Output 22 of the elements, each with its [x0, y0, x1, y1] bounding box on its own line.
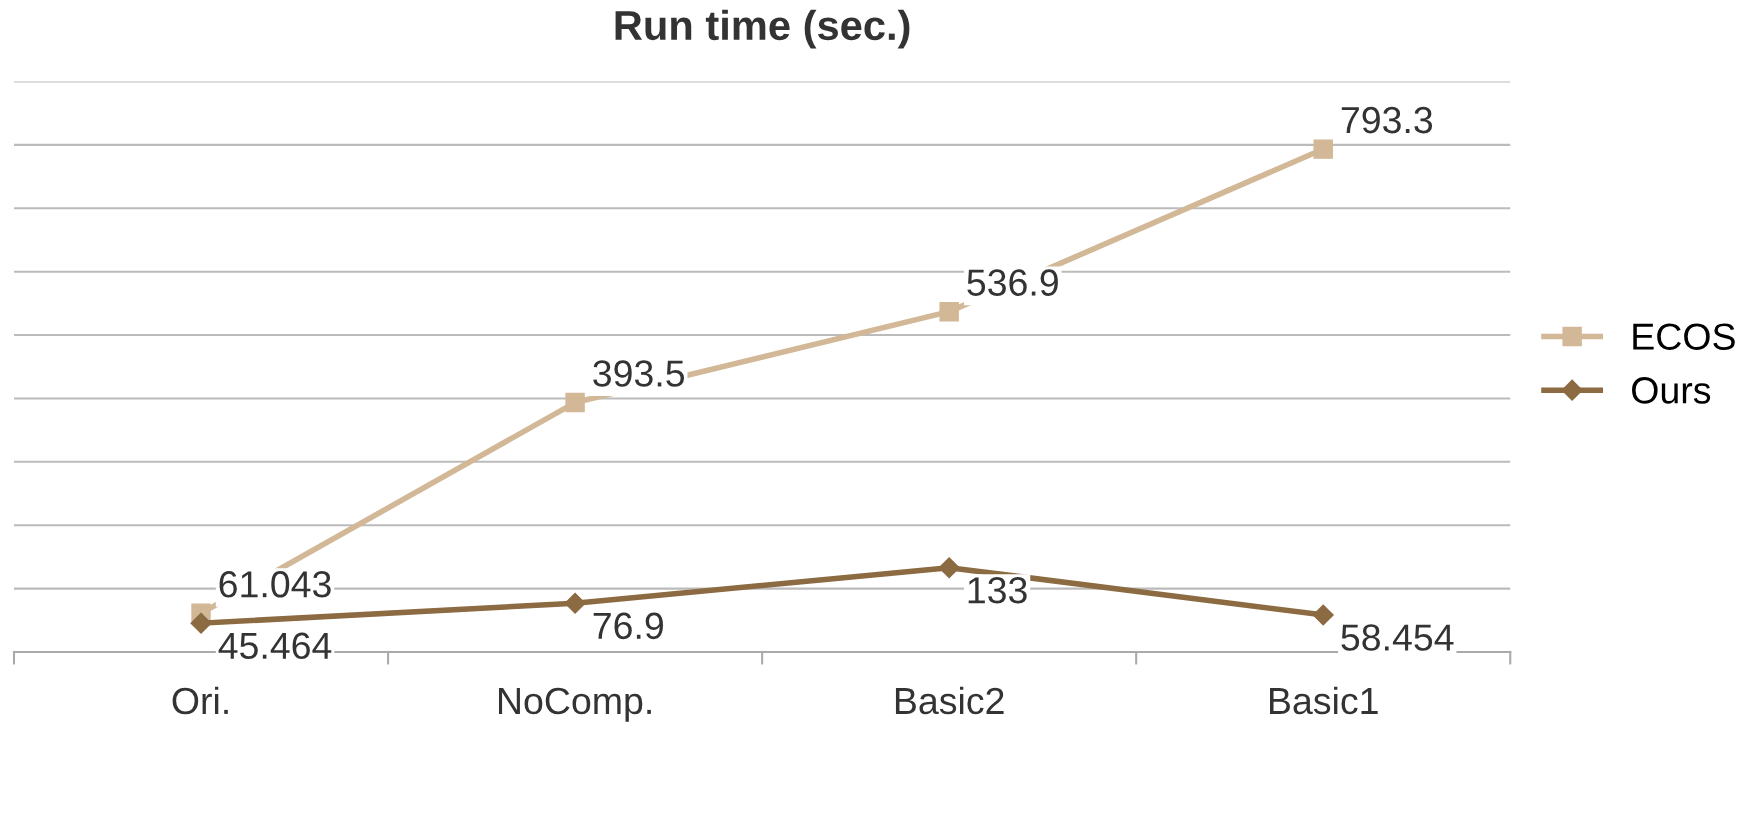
point	[1313, 139, 1333, 159]
legend-label: ECOS	[1633, 323, 1735, 350]
x-tick-label: Basic1	[1270, 686, 1378, 715]
point	[565, 392, 585, 413]
data-label: 793.3	[1341, 106, 1433, 134]
data-label: 45.464	[218, 632, 332, 660]
x-tick-label: NoComp.	[498, 687, 651, 722]
data-label: 61.043	[219, 571, 331, 598]
data-label: 58.454	[1341, 624, 1454, 651]
point	[939, 301, 959, 322]
x-tick-label: Basic2	[895, 686, 1004, 715]
point	[564, 592, 586, 614]
x-tick-label: Ori.	[172, 686, 228, 715]
point	[1312, 604, 1334, 626]
data-label: 133	[968, 577, 1027, 604]
data-label: 536.9	[967, 269, 1058, 296]
data-label: 393.5	[593, 360, 685, 387]
point	[938, 557, 960, 579]
point	[190, 612, 212, 634]
legend-label: Ours	[1632, 377, 1711, 404]
data-label: 76.9	[593, 612, 663, 640]
chart-title: Run time (sec.)	[615, 9, 910, 49]
